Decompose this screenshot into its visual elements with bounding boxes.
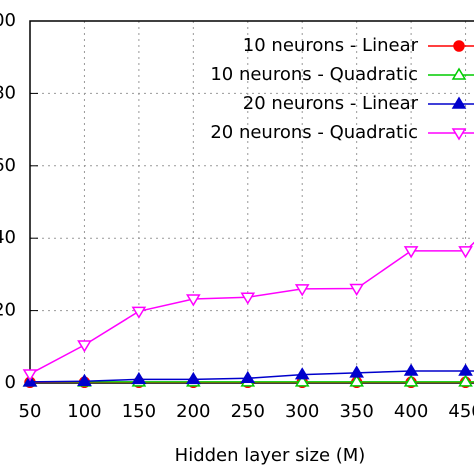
legend-label: 10 neurons - Quadratic [210, 64, 418, 85]
marker [240, 292, 256, 305]
marker [403, 363, 419, 376]
y-tick-label: 60 [0, 155, 16, 176]
legend-label: 10 neurons - Linear [243, 35, 419, 56]
marker [458, 363, 473, 376]
marker [240, 370, 256, 384]
marker [294, 374, 310, 387]
x-tick-label: 300 [285, 401, 319, 422]
marker [458, 374, 473, 387]
x-tick-label: 250 [231, 401, 265, 422]
marker [349, 374, 364, 387]
marker [22, 369, 38, 382]
legend-marker [451, 67, 467, 80]
legend-marker [451, 96, 467, 109]
y-tick-label: 40 [0, 227, 16, 248]
x-tick-label: 100 [67, 401, 101, 422]
y-tick-label: 100 [0, 10, 16, 31]
series-line [29, 241, 474, 375]
marker [349, 365, 364, 378]
legend-marker [451, 128, 467, 141]
marker [186, 294, 201, 307]
marker [77, 373, 92, 386]
marker [403, 246, 419, 259]
x-axis-label: Hidden layer size (M) [175, 445, 366, 466]
x-tick-label: 200 [176, 401, 210, 422]
marker [294, 284, 310, 297]
legend-label: 20 neurons - Quadratic [210, 122, 418, 143]
marker [294, 367, 310, 380]
x-tick-label: 50 [19, 401, 42, 422]
marker [131, 371, 147, 385]
x-tick-label: 350 [339, 401, 373, 422]
marker [186, 371, 201, 385]
legend-marker [453, 40, 465, 52]
y-tick-label: 20 [0, 300, 16, 321]
marker [349, 283, 364, 296]
legend-label: 20 neurons - Linear [243, 93, 419, 114]
marker [131, 306, 147, 319]
marker [77, 340, 92, 353]
marker [403, 374, 419, 387]
marker [458, 246, 473, 259]
y-tick-label: 80 [0, 82, 16, 103]
series-line [29, 370, 474, 383]
x-tick-label: 450 [448, 401, 474, 422]
y-tick-label: 0 [5, 372, 16, 393]
x-tick-label: 400 [394, 401, 428, 422]
x-tick-label: 150 [122, 401, 156, 422]
